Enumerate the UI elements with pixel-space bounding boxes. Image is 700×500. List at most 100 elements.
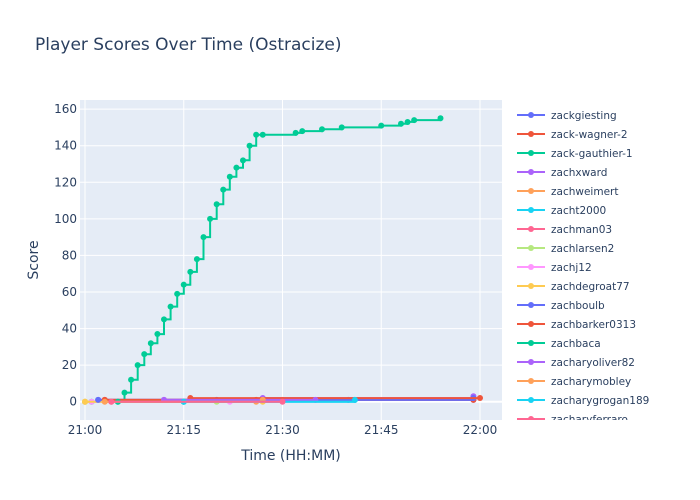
legend-item[interactable]: zachdegroat77 xyxy=(517,281,630,293)
data-point xyxy=(187,268,194,275)
plot-area xyxy=(80,100,502,420)
data-point xyxy=(299,128,306,135)
legend-item[interactable]: zacharygrogan189 xyxy=(517,395,649,407)
data-point xyxy=(411,117,418,124)
data-point xyxy=(180,281,187,288)
x-tick-label: 21:45 xyxy=(364,423,399,437)
data-point xyxy=(101,398,108,405)
legend-swatch-marker xyxy=(528,245,534,251)
legend-label: zacharyoliver82 xyxy=(551,357,635,369)
legend-swatch-marker xyxy=(528,207,534,213)
legend-label: zacharyferraro xyxy=(551,414,628,426)
legend-swatch-marker xyxy=(528,397,534,403)
series-zack-gauthier-1 xyxy=(88,115,444,405)
legend-item[interactable]: zackgiesting xyxy=(517,110,617,122)
data-point xyxy=(95,396,102,403)
legend-swatch-marker xyxy=(528,378,534,384)
legend-label: zacharygrogan189 xyxy=(551,395,649,407)
legend-swatch-marker xyxy=(528,283,534,289)
legend-item[interactable]: zachj12 xyxy=(517,262,592,274)
legend-item[interactable]: zacharyoliver82 xyxy=(517,357,635,369)
legend-item[interactable]: zacht2000 xyxy=(517,205,606,217)
legend-swatch-marker xyxy=(528,302,534,308)
legend-item[interactable]: zachboulb xyxy=(517,300,605,312)
data-point xyxy=(477,395,483,402)
legend-label: zacht2000 xyxy=(551,205,606,217)
y-tick-label: 100 xyxy=(54,212,77,226)
data-point xyxy=(404,118,411,125)
data-point xyxy=(246,142,253,149)
data-point xyxy=(154,331,161,338)
y-tick-label: 160 xyxy=(54,102,77,116)
x-tick-label: 21:00 xyxy=(68,423,103,437)
data-point xyxy=(233,164,240,171)
chart-title: Player Scores Over Time (Ostracize) xyxy=(35,35,342,55)
x-tick-label: 21:15 xyxy=(166,423,201,437)
x-tick-label: 21:30 xyxy=(265,423,300,437)
data-point xyxy=(193,256,200,263)
legend-label: zachlarsen2 xyxy=(551,243,614,255)
legend-item[interactable]: zachxward xyxy=(517,167,607,179)
legend-swatch-marker xyxy=(528,188,534,194)
data-point xyxy=(259,131,266,138)
legend-label: zachman03 xyxy=(551,224,612,236)
data-point xyxy=(161,316,167,323)
legend-item[interactable]: zachlarsen2 xyxy=(517,243,614,255)
legend-label: zachbarker0313 xyxy=(551,319,636,331)
y-axis-title: Score xyxy=(26,240,42,279)
data-point xyxy=(279,398,286,405)
legend-swatch-marker xyxy=(528,340,534,346)
y-tick-label: 20 xyxy=(62,358,77,372)
legend-item[interactable]: zack-gauthier-1 xyxy=(517,148,633,160)
legend-item[interactable]: zack-wagner-2 xyxy=(517,129,628,141)
data-point xyxy=(82,398,88,405)
legend-swatch-marker xyxy=(528,264,534,270)
y-tick-label: 140 xyxy=(54,139,77,153)
data-point xyxy=(292,129,299,136)
data-point xyxy=(319,126,325,133)
legend-label: zack-wagner-2 xyxy=(551,129,628,141)
x-axis-title: Time (HH:MM) xyxy=(240,448,341,464)
legend-label: zachweimert xyxy=(551,186,618,198)
legend-item[interactable]: zachbarker0313 xyxy=(517,319,636,331)
y-tick-label: 0 xyxy=(69,395,77,409)
data-point xyxy=(128,376,135,383)
x-tick-label: 22:00 xyxy=(463,423,498,437)
legend-item[interactable]: zachman03 xyxy=(517,224,612,236)
y-tick-label: 80 xyxy=(62,248,77,262)
data-point xyxy=(220,186,227,193)
series-layer xyxy=(82,115,483,405)
data-point xyxy=(134,362,141,369)
legend-label: zachj12 xyxy=(551,262,592,274)
data-point xyxy=(108,398,115,405)
x-tick-labels: 21:00 21:15 21:30 21:45 22:00 xyxy=(68,423,498,437)
legend-item[interactable]: zacharyferraro xyxy=(517,414,628,426)
legend-label: zachboulb xyxy=(551,300,605,312)
legend-item[interactable]: zachweimert xyxy=(517,186,618,198)
data-point xyxy=(338,124,345,131)
legend-item[interactable]: zachbaca xyxy=(517,338,601,350)
data-point xyxy=(226,173,233,180)
legend-label: zackgiesting xyxy=(551,110,617,122)
legend-item[interactable]: zacharymobley xyxy=(517,376,631,388)
data-point xyxy=(213,201,220,208)
data-point xyxy=(207,215,214,222)
data-point xyxy=(200,234,207,241)
data-point xyxy=(437,115,444,122)
data-point xyxy=(141,351,148,358)
y-tick-label: 60 xyxy=(62,285,77,299)
legend-label: zachdegroat77 xyxy=(551,281,630,293)
legend-swatch-marker xyxy=(528,226,534,232)
legend-swatch-marker xyxy=(528,321,534,327)
series-zacharyferraro xyxy=(108,398,286,405)
data-point xyxy=(378,122,385,129)
legend[interactable]: zackgiesting zack-wagner-2 zack-gauthier-1… xyxy=(517,110,649,426)
data-point xyxy=(121,389,128,396)
legend-swatch-marker xyxy=(528,131,534,137)
legend-label: zacharymobley xyxy=(551,376,631,388)
legend-swatch-marker xyxy=(528,359,534,365)
legend-label: zachbaca xyxy=(551,338,601,350)
legend-label: zack-gauthier-1 xyxy=(551,148,633,160)
legend-label: zachxward xyxy=(551,167,607,179)
